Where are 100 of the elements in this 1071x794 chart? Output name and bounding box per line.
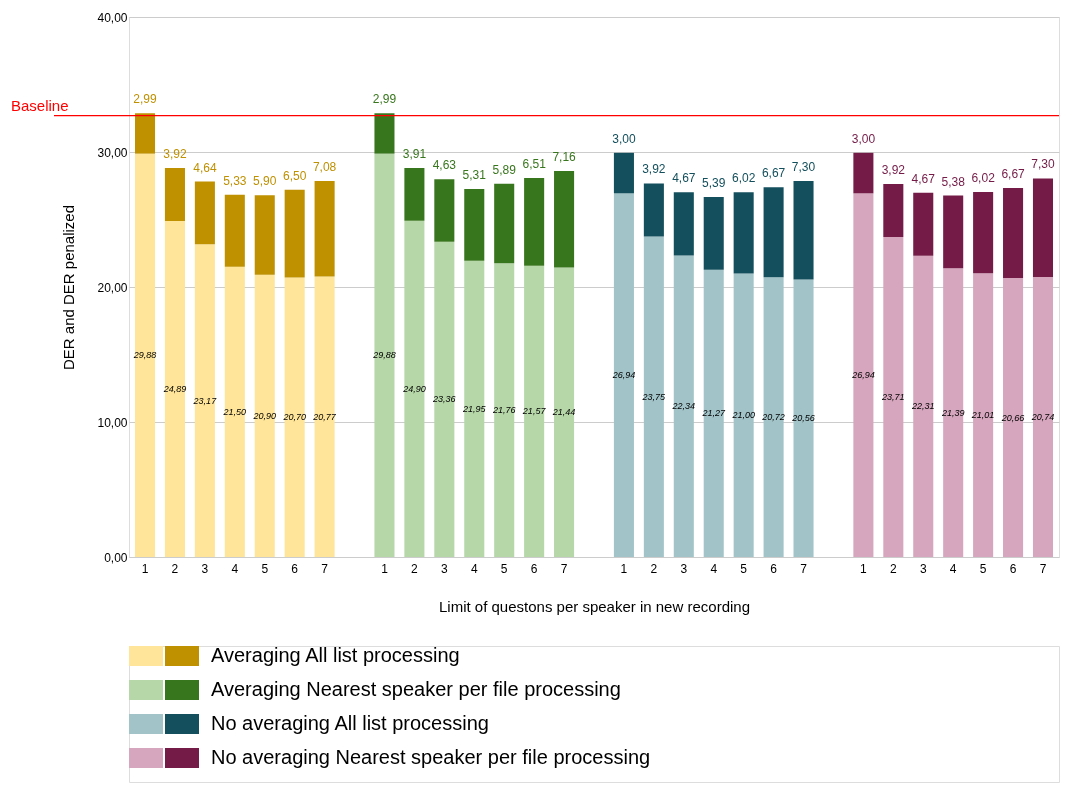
x-tick-label: 5 xyxy=(261,561,269,576)
y-tick-label: 30,00 xyxy=(97,145,128,160)
data-label: 23,17 xyxy=(192,395,218,406)
data-label: 5,38 xyxy=(941,174,966,189)
x-tick-label: 2 xyxy=(411,561,419,576)
y-tick-label: 20,00 xyxy=(97,280,128,295)
bar xyxy=(1003,278,1024,557)
bar xyxy=(853,152,874,194)
bar xyxy=(524,265,545,557)
data-label: 20,77 xyxy=(312,411,337,422)
bar xyxy=(883,236,904,557)
data-label: 3,91 xyxy=(402,147,427,162)
bar xyxy=(943,195,964,269)
data-label: 21,44 xyxy=(551,407,576,418)
data-label: 21,95 xyxy=(462,403,487,414)
data-label: 6,51 xyxy=(522,156,547,171)
bar xyxy=(284,189,305,278)
bar xyxy=(164,220,185,557)
data-label: 26,94 xyxy=(851,370,875,381)
x-tick-label: 3 xyxy=(680,561,688,576)
data-label: 4,67 xyxy=(672,171,696,186)
data-label: 3,00 xyxy=(851,131,876,146)
bar xyxy=(374,113,395,154)
data-label: 20,74 xyxy=(1030,412,1055,423)
x-tick-label: 2 xyxy=(650,561,658,576)
data-label: 22,34 xyxy=(671,401,696,412)
data-label: 21,50 xyxy=(222,406,247,417)
bar xyxy=(673,192,694,256)
bar xyxy=(134,113,156,154)
ref-line-label: Baseline xyxy=(11,96,69,114)
bar xyxy=(284,277,305,557)
x-tick-label: 5 xyxy=(500,561,508,576)
data-label: 23,71 xyxy=(881,391,905,402)
bar xyxy=(434,241,455,557)
legend-label: Averaging Nearest speaker per file processing xyxy=(211,678,621,700)
data-label: 4,63 xyxy=(432,158,457,173)
bar xyxy=(673,255,694,557)
x-tick-label: 1 xyxy=(381,561,389,576)
x-tick-label: 4 xyxy=(231,561,239,576)
data-label: 6,67 xyxy=(761,166,786,181)
data-label: 2,99 xyxy=(372,92,397,107)
data-label: 20,70 xyxy=(282,412,306,423)
data-label: 5,90 xyxy=(253,174,277,189)
x-tick-label: 7 xyxy=(560,561,568,576)
data-label: 6,02 xyxy=(731,171,756,186)
bar xyxy=(224,194,245,267)
bar xyxy=(973,192,994,274)
data-label: 24,90 xyxy=(402,383,426,394)
data-label: 20,90 xyxy=(252,410,277,421)
bar xyxy=(494,263,515,557)
bar xyxy=(194,181,215,245)
x-tick-label: 6 xyxy=(291,561,299,576)
legend-label: No averaging All list processing xyxy=(211,712,489,734)
bar xyxy=(314,181,335,277)
x-tick-label: 1 xyxy=(141,561,149,576)
bar xyxy=(703,197,724,270)
x-tick-label: 1 xyxy=(860,561,868,576)
data-label: 5,89 xyxy=(492,162,517,177)
bar xyxy=(254,195,275,275)
y-axis-title: DER and DER penalized xyxy=(60,204,78,371)
x-tick-label: 3 xyxy=(201,561,209,576)
bar xyxy=(643,236,664,557)
bar xyxy=(643,183,664,237)
bar xyxy=(464,260,485,557)
bar xyxy=(314,276,335,557)
x-tick-label: 7 xyxy=(800,561,808,576)
legend-label: No averaging Nearest speaker per file processing xyxy=(211,746,651,768)
bar xyxy=(913,192,934,256)
bar xyxy=(134,153,156,557)
bar xyxy=(434,179,455,242)
data-label: 3,92 xyxy=(881,162,906,177)
data-label: 5,39 xyxy=(702,176,726,191)
y-tick-label: 0,00 xyxy=(104,550,128,565)
bar xyxy=(1032,277,1054,557)
legend-label: Averaging All list processing xyxy=(211,644,460,666)
bar xyxy=(1003,188,1024,279)
bar xyxy=(224,266,245,557)
data-label: 24,89 xyxy=(162,383,187,394)
data-label: 3,00 xyxy=(612,131,636,146)
data-label: 4,64 xyxy=(193,160,217,175)
data-label: 7,30 xyxy=(791,159,816,174)
data-label: 21,00 xyxy=(731,410,755,421)
x-tick-label: 3 xyxy=(919,561,927,576)
bar xyxy=(973,273,994,557)
data-label: 21,27 xyxy=(701,408,726,419)
bar xyxy=(613,193,634,557)
bar xyxy=(853,193,874,557)
x-tick-label: 1 xyxy=(620,561,628,576)
data-label: 5,33 xyxy=(223,173,247,188)
bar xyxy=(763,277,784,557)
bar xyxy=(793,279,814,557)
x-tick-label: 4 xyxy=(949,561,957,576)
bar xyxy=(913,255,934,557)
bar xyxy=(164,168,185,221)
data-label: 29,88 xyxy=(372,350,396,361)
bar xyxy=(404,220,425,557)
data-label: 6,02 xyxy=(971,171,996,186)
bar xyxy=(464,188,485,261)
bar xyxy=(943,268,964,557)
bar xyxy=(763,187,784,278)
